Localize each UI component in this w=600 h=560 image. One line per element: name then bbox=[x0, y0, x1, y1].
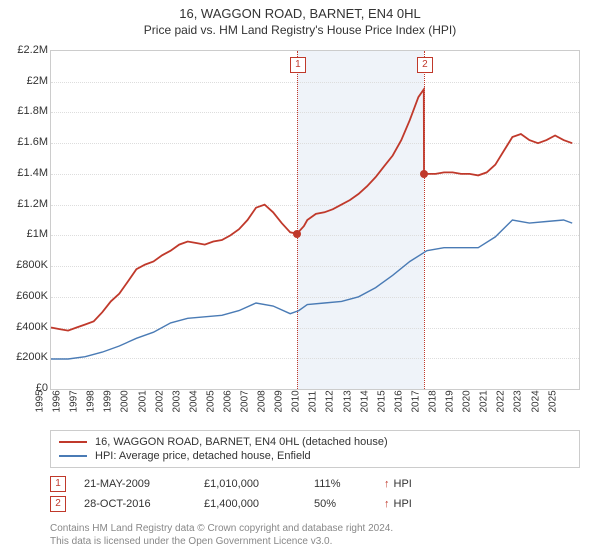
sale-row: 2 28-OCT-2016£1,400,00050%↑ HPI bbox=[50, 494, 580, 514]
sale-date: 28-OCT-2016 bbox=[84, 498, 204, 510]
x-tick-label: 2012 bbox=[325, 390, 336, 412]
legend-swatch bbox=[59, 441, 87, 443]
x-tick-label: 2025 bbox=[547, 390, 558, 412]
y-tick-label: £1.8M bbox=[0, 105, 48, 117]
x-tick-label: 2018 bbox=[427, 390, 438, 412]
y-tick-label: £1.4M bbox=[0, 167, 48, 179]
sale-index: 2 bbox=[50, 496, 66, 512]
x-tick-label: 2011 bbox=[308, 391, 319, 413]
sales-list: 1 21-MAY-2009£1,010,000111%↑ HPI 2 28-OCT-20… bbox=[50, 474, 580, 514]
sale-ref: HPI bbox=[394, 478, 412, 490]
chart-title: 16, WAGGON ROAD, BARNET, EN4 0HL bbox=[0, 0, 600, 21]
y-tick-label: £1M bbox=[0, 228, 48, 240]
x-tick-label: 2001 bbox=[137, 390, 148, 412]
legend-item: HPI: Average price, detached house, Enfi… bbox=[59, 449, 571, 463]
legend: 16, WAGGON ROAD, BARNET, EN4 0HL (detach… bbox=[50, 430, 580, 468]
chart-lines bbox=[51, 51, 579, 389]
footer-line-1: Contains HM Land Registry data © Crown c… bbox=[50, 522, 393, 535]
x-tick-label: 2016 bbox=[393, 390, 404, 412]
x-tick-label: 2014 bbox=[359, 390, 370, 412]
x-tick-label: 2005 bbox=[205, 390, 216, 412]
legend-swatch bbox=[59, 455, 87, 457]
x-tick-label: 2007 bbox=[239, 390, 250, 412]
sale-price: £1,010,000 bbox=[204, 478, 314, 490]
y-tick-label: £2M bbox=[0, 75, 48, 87]
arrow-up-icon: ↑ bbox=[384, 498, 390, 510]
legend-item: 16, WAGGON ROAD, BARNET, EN4 0HL (detach… bbox=[59, 435, 571, 449]
x-tick-label: 2008 bbox=[257, 390, 268, 412]
sale-direction: ↑ HPI bbox=[384, 478, 412, 490]
y-tick-label: £2.2M bbox=[0, 44, 48, 56]
y-tick-label: £600K bbox=[0, 290, 48, 302]
series-property bbox=[51, 89, 572, 330]
y-tick-label: £0 bbox=[0, 382, 48, 394]
sale-row: 1 21-MAY-2009£1,010,000111%↑ HPI bbox=[50, 474, 580, 494]
x-tick-label: 1996 bbox=[51, 390, 62, 412]
x-tick-label: 2002 bbox=[154, 390, 165, 412]
legend-label: 16, WAGGON ROAD, BARNET, EN4 0HL (detach… bbox=[95, 436, 388, 448]
sale-pct: 50% bbox=[314, 498, 384, 510]
y-tick-label: £400K bbox=[0, 321, 48, 333]
x-tick-label: 2004 bbox=[188, 390, 199, 412]
chart-subtitle: Price paid vs. HM Land Registry's House … bbox=[0, 21, 600, 37]
y-tick-label: £800K bbox=[0, 259, 48, 271]
x-tick-label: 1999 bbox=[103, 390, 114, 412]
sale-price: £1,400,000 bbox=[204, 498, 314, 510]
x-tick-label: 2023 bbox=[513, 390, 524, 412]
footer-line-2: This data is licensed under the Open Gov… bbox=[50, 535, 393, 548]
x-tick-label: 2021 bbox=[479, 390, 490, 412]
x-tick-label: 2015 bbox=[376, 390, 387, 412]
series-hpi bbox=[51, 220, 572, 359]
footer: Contains HM Land Registry data © Crown c… bbox=[50, 522, 393, 548]
x-tick-label: 2019 bbox=[444, 390, 455, 412]
x-tick-label: 2003 bbox=[171, 390, 182, 412]
x-tick-label: 2006 bbox=[222, 390, 233, 412]
y-tick-label: £1.2M bbox=[0, 198, 48, 210]
sale-date: 21-MAY-2009 bbox=[84, 478, 204, 490]
x-tick-label: 2022 bbox=[496, 390, 507, 412]
x-tick-label: 2020 bbox=[462, 390, 473, 412]
x-tick-label: 2024 bbox=[530, 390, 541, 412]
sale-ref: HPI bbox=[394, 498, 412, 510]
x-tick-label: 2000 bbox=[120, 390, 131, 412]
x-tick-label: 1998 bbox=[86, 390, 97, 412]
y-tick-label: £200K bbox=[0, 351, 48, 363]
arrow-up-icon: ↑ bbox=[384, 478, 390, 490]
legend-label: HPI: Average price, detached house, Enfi… bbox=[95, 450, 311, 462]
x-tick-label: 2009 bbox=[274, 390, 285, 412]
x-tick-label: 2017 bbox=[410, 390, 421, 412]
sale-direction: ↑ HPI bbox=[384, 498, 412, 510]
chart-plot-area: 1995199619971998199920002001200220032004… bbox=[50, 50, 580, 390]
x-tick-label: 1997 bbox=[69, 390, 80, 412]
x-tick-label: 2013 bbox=[342, 390, 353, 412]
sale-index: 1 bbox=[50, 476, 66, 492]
x-tick-label: 2010 bbox=[291, 390, 302, 412]
y-tick-label: £1.6M bbox=[0, 136, 48, 148]
sale-pct: 111% bbox=[314, 478, 384, 490]
